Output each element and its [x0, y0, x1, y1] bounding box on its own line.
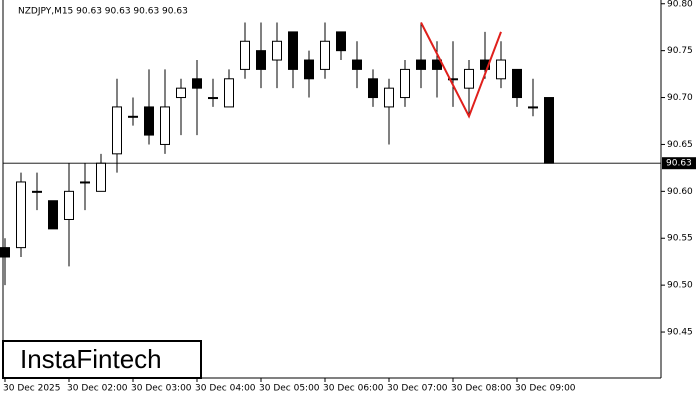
candle-body: [368, 78, 378, 99]
logo: InstaFintech: [20, 344, 162, 374]
current-price-box: [662, 157, 696, 170]
y-tick-label: 90.80: [667, 0, 693, 9]
candle-body: [16, 181, 26, 249]
chart-title: NZDJPY,M15 90.63 90.63 90.63 90.63: [18, 7, 188, 17]
y-tick-label: 90.75: [667, 46, 693, 56]
candle-body: [448, 78, 458, 81]
candle-body: [528, 106, 538, 109]
candle-body: [352, 59, 362, 70]
y-tick-label: 90.55: [667, 234, 693, 244]
candle-body: [400, 68, 410, 99]
candle-body: [272, 40, 282, 61]
candle-body: [32, 190, 42, 193]
candle-body: [320, 40, 330, 70]
x-tick-label: 30 Dec 04:00: [195, 384, 256, 394]
candle-body: [96, 162, 106, 192]
x-tick-label: 30 Dec 05:00: [259, 384, 320, 394]
candle-body: [416, 59, 426, 70]
candle-body: [64, 190, 74, 220]
pattern-line: [420, 22, 502, 119]
candle-body: [0, 247, 10, 258]
x-tick-label: 30 Dec 06:00: [323, 384, 384, 394]
candle-body: [256, 50, 266, 70]
candle-body: [128, 115, 138, 118]
y-tick-label: 90.50: [667, 281, 693, 291]
candle-body: [288, 31, 298, 70]
y-tick-label: 90.45: [667, 328, 693, 338]
candle-body: [240, 40, 250, 70]
candle-body: [464, 68, 474, 89]
x-tick-label: 30 Dec 03:00: [131, 384, 192, 394]
x-tick-label: 30 Dec 07:00: [387, 384, 448, 394]
x-tick-label: 30 Dec 09:00: [515, 384, 576, 394]
candle-body: [304, 59, 314, 80]
candle-body: [208, 97, 218, 100]
candle-body: [80, 181, 90, 184]
y-tick-label: 90.70: [667, 93, 693, 103]
candle-body: [496, 59, 506, 80]
candle-body: [112, 106, 122, 155]
candle-body: [144, 106, 154, 136]
logo-box: [2, 340, 202, 379]
current-price-label: 90.63: [666, 159, 692, 169]
candle-body: [160, 106, 170, 145]
y-tick-label: 90.65: [667, 140, 693, 150]
candle-body: [336, 31, 346, 52]
candle-body: [384, 87, 394, 108]
y-tick-label: 90.60: [667, 187, 693, 197]
candle-body: [192, 78, 202, 89]
candle-body: [176, 87, 186, 99]
candle-body: [512, 68, 522, 99]
x-tick-label: 30 Dec 08:00: [451, 384, 512, 394]
x-tick-label: 30 Dec 02:00: [67, 384, 128, 394]
candle-body: [224, 78, 234, 108]
x-tick-label: 30 Dec 2025: [3, 384, 61, 394]
candle-body: [544, 97, 554, 164]
candle-body: [48, 200, 58, 230]
